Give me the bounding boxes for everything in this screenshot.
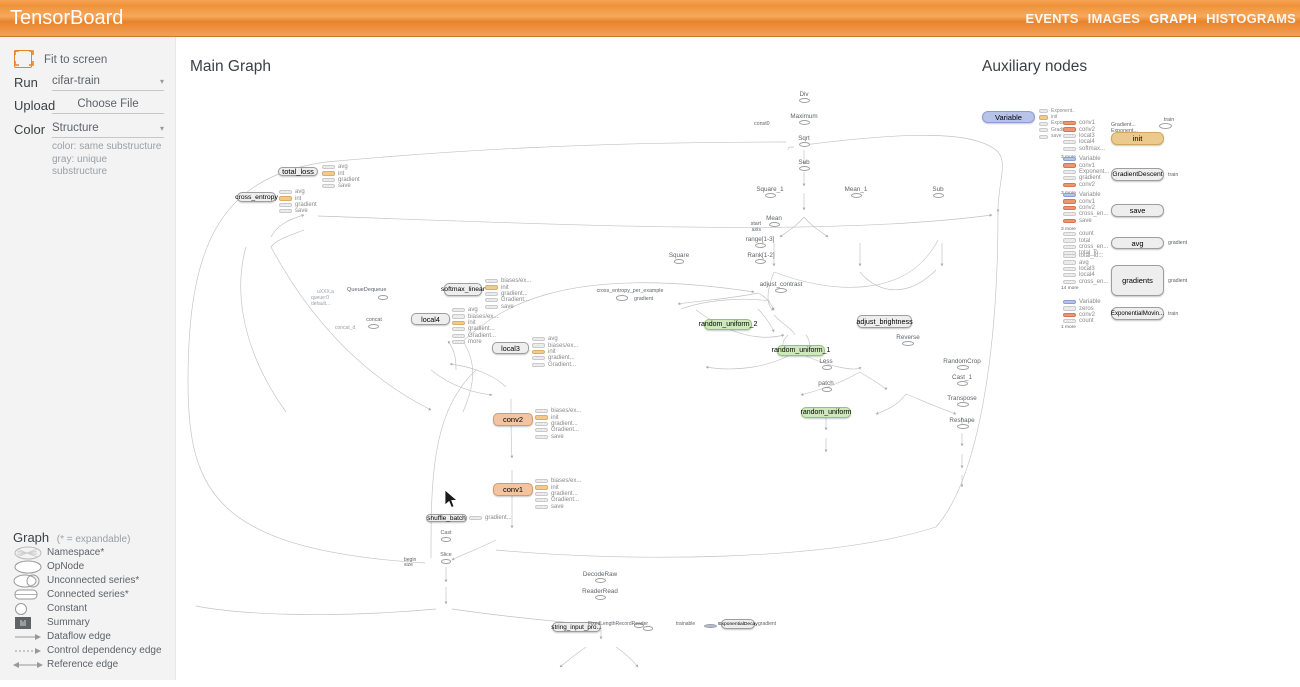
svg-text:lıl: lıl <box>20 619 26 628</box>
